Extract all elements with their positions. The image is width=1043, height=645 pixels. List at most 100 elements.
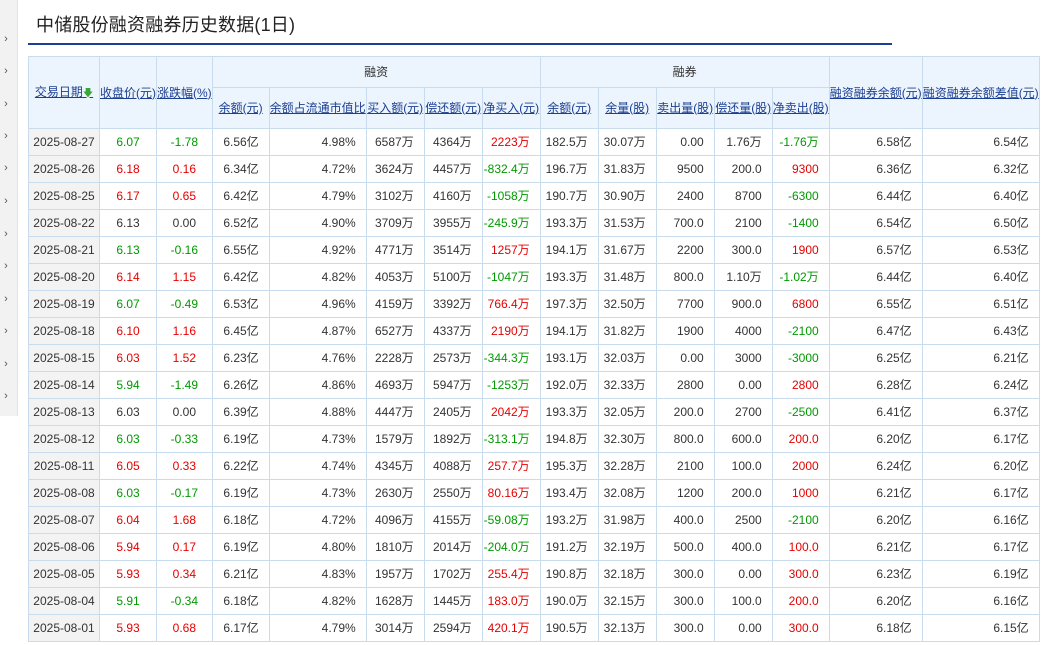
cell-rz-bal: 6.19亿 bbox=[211, 425, 270, 453]
cell-diff: 6.32亿 bbox=[921, 155, 1040, 183]
cell-close: 5.93 bbox=[99, 560, 157, 588]
cell-rq-bal: 182.5万 bbox=[539, 128, 599, 156]
col-header-rz-net[interactable]: 净买入(元) bbox=[481, 87, 541, 129]
col-header-rzrq-balance[interactable]: 融资融券余额(元) bbox=[828, 56, 923, 129]
chevron-right-icon[interactable]: › bbox=[4, 98, 8, 110]
cell-total: 6.28亿 bbox=[828, 371, 923, 399]
col-header-rq-volume[interactable]: 余量(股) bbox=[597, 87, 657, 129]
cell-total: 6.20亿 bbox=[828, 587, 923, 615]
cell-date: 2025-08-01 bbox=[28, 614, 100, 642]
cell-rz-buy: 3624万 bbox=[365, 155, 425, 183]
cell-close: 6.07 bbox=[99, 290, 157, 318]
cell-rq-repay: 2500 bbox=[713, 506, 773, 534]
chevron-right-icon[interactable]: › bbox=[4, 325, 8, 337]
cell-rz-buy: 4053万 bbox=[365, 263, 425, 291]
chevron-right-icon[interactable]: › bbox=[4, 33, 8, 45]
cell-rz-buy: 2630万 bbox=[365, 479, 425, 507]
chevron-right-icon[interactable]: › bbox=[4, 260, 8, 272]
cell-rz-repay: 2594万 bbox=[423, 614, 483, 642]
col-header-rz-ratio[interactable]: 余额占流通市值比 bbox=[268, 87, 367, 129]
cell-close: 5.94 bbox=[99, 533, 157, 561]
chevron-right-icon[interactable]: › bbox=[4, 65, 8, 77]
cell-date: 2025-08-05 bbox=[28, 560, 100, 588]
cell-rz-bal: 6.17亿 bbox=[211, 614, 270, 642]
cell-rz-buy: 1810万 bbox=[365, 533, 425, 561]
cell-rq-vol: 32.50万 bbox=[597, 290, 657, 318]
chevron-right-icon[interactable]: › bbox=[4, 130, 8, 142]
chevron-right-icon[interactable]: › bbox=[4, 162, 8, 174]
cell-chg: -0.34 bbox=[156, 587, 213, 615]
cell-rz-bal: 6.34亿 bbox=[211, 155, 270, 183]
col-header-rz-repay[interactable]: 偿还额(元) bbox=[423, 87, 483, 129]
table-row: 2025-08-06 5.94 0.17 6.19亿 4.80% 1810万 2014万 -2… bbox=[28, 533, 1040, 561]
cell-rq-net: -1.02万 bbox=[771, 263, 830, 291]
cell-rq-repay: 8700 bbox=[713, 182, 773, 210]
cell-rq-bal: 193.3万 bbox=[539, 263, 599, 291]
col-header-change[interactable]: 涨跌幅(%) bbox=[156, 56, 213, 129]
col-header-rq-net[interactable]: 净卖出(股) bbox=[771, 87, 830, 129]
col-header-rq-sell[interactable]: 卖出量(股) bbox=[655, 87, 715, 129]
cell-diff: 6.24亿 bbox=[921, 371, 1040, 399]
cell-close: 6.13 bbox=[99, 209, 157, 237]
chevron-right-icon[interactable]: › bbox=[4, 195, 8, 207]
chevron-right-icon[interactable]: › bbox=[4, 358, 8, 370]
cell-rz-bal: 6.26亿 bbox=[211, 371, 270, 399]
cell-rz-net: -1058万 bbox=[481, 182, 541, 210]
cell-date: 2025-08-08 bbox=[28, 479, 100, 507]
cell-rz-bal: 6.53亿 bbox=[211, 290, 270, 318]
cell-rq-sell: 2200 bbox=[655, 236, 715, 264]
cell-rq-vol: 31.53万 bbox=[597, 209, 657, 237]
cell-rz-ratio: 4.98% bbox=[268, 128, 367, 156]
cell-total: 6.44亿 bbox=[828, 182, 923, 210]
col-header-date[interactable]: 交易日期🡇 bbox=[28, 56, 100, 129]
cell-rq-sell: 0.00 bbox=[655, 128, 715, 156]
cell-close: 6.13 bbox=[99, 236, 157, 264]
table-row: 2025-08-20 6.14 1.15 6.42亿 4.82% 4053万 5100万 -1… bbox=[28, 263, 1040, 291]
cell-diff: 6.43亿 bbox=[921, 317, 1040, 345]
cell-rq-vol: 32.28万 bbox=[597, 452, 657, 480]
cell-rq-net: -2100 bbox=[771, 506, 830, 534]
cell-rz-ratio: 4.72% bbox=[268, 155, 367, 183]
cell-rz-buy: 6587万 bbox=[365, 128, 425, 156]
cell-rz-bal: 6.23亿 bbox=[211, 344, 270, 372]
cell-diff: 6.40亿 bbox=[921, 263, 1040, 291]
cell-close: 5.91 bbox=[99, 587, 157, 615]
cell-close: 6.10 bbox=[99, 317, 157, 345]
cell-diff: 6.19亿 bbox=[921, 560, 1040, 588]
col-header-rzrq-diff[interactable]: 融资融券余额差值(元) bbox=[921, 56, 1040, 129]
page-title: 中储股份融资融券历史数据(1日) bbox=[36, 15, 296, 35]
table-row: 2025-08-08 6.03 -0.17 6.19亿 4.73% 2630万 2550万 8… bbox=[28, 479, 1040, 507]
cell-rz-net: -313.1万 bbox=[481, 425, 541, 453]
cell-rz-bal: 6.52亿 bbox=[211, 209, 270, 237]
cell-rq-net: 200.0 bbox=[771, 425, 830, 453]
cell-total: 6.41亿 bbox=[828, 398, 923, 426]
cell-rz-ratio: 4.73% bbox=[268, 479, 367, 507]
col-header-close[interactable]: 收盘价(元) bbox=[99, 56, 157, 129]
table-row: 2025-08-26 6.18 0.16 6.34亿 4.72% 3624万 4457万 -8… bbox=[28, 155, 1040, 183]
cell-rq-repay: 200.0 bbox=[713, 479, 773, 507]
cell-rz-net: 766.4万 bbox=[481, 290, 541, 318]
cell-rz-buy: 2228万 bbox=[365, 344, 425, 372]
chevron-right-icon[interactable]: › bbox=[4, 228, 8, 240]
cell-diff: 6.53亿 bbox=[921, 236, 1040, 264]
col-header-rz-balance[interactable]: 余额(元) bbox=[211, 87, 270, 129]
cell-date: 2025-08-19 bbox=[28, 290, 100, 318]
cell-rq-repay: 3000 bbox=[713, 344, 773, 372]
col-header-rq-balance[interactable]: 余额(元) bbox=[539, 87, 599, 129]
chevron-right-icon[interactable]: › bbox=[4, 293, 8, 305]
chevron-right-icon[interactable]: › bbox=[4, 390, 8, 402]
cell-close: 6.07 bbox=[99, 128, 157, 156]
cell-chg: 1.15 bbox=[156, 263, 213, 291]
cell-close: 6.03 bbox=[99, 398, 157, 426]
col-header-rz-buy[interactable]: 买入额(元) bbox=[365, 87, 425, 129]
cell-rz-ratio: 4.96% bbox=[268, 290, 367, 318]
cell-diff: 6.40亿 bbox=[921, 182, 1040, 210]
cell-chg: 0.00 bbox=[156, 209, 213, 237]
cell-date: 2025-08-04 bbox=[28, 587, 100, 615]
cell-rq-sell: 7700 bbox=[655, 290, 715, 318]
cell-diff: 6.17亿 bbox=[921, 479, 1040, 507]
cell-rq-vol: 32.13万 bbox=[597, 614, 657, 642]
cell-chg: 0.00 bbox=[156, 398, 213, 426]
cell-rz-net: 420.1万 bbox=[481, 614, 541, 642]
col-header-rq-repay[interactable]: 偿还量(股) bbox=[713, 87, 773, 129]
